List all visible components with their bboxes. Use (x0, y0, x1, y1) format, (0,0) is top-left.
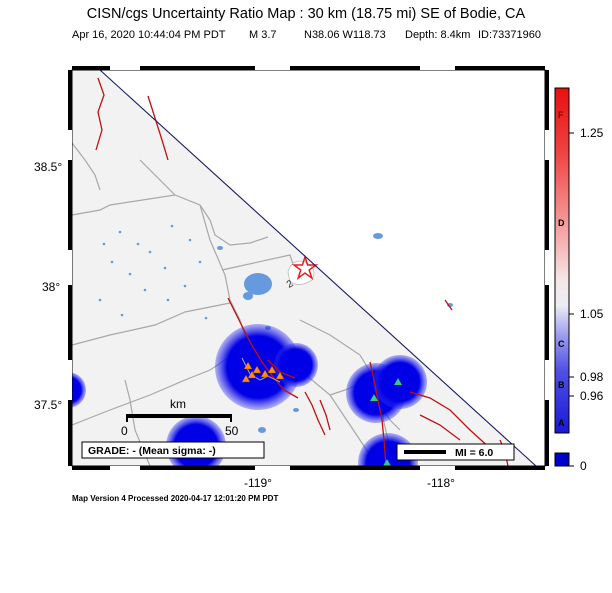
station-markers (241, 361, 402, 466)
colorbar-letter: A (558, 418, 565, 428)
scale-max-label: 50 (225, 424, 239, 438)
scale-bar-line (126, 414, 232, 418)
colorbar-letters: F D C B A (558, 110, 565, 428)
event-depth: Depth: 8.4km (405, 29, 471, 41)
colorbar-letter: C (558, 339, 565, 349)
lon-tick-labels: -119° -118° (244, 476, 455, 490)
colorbar-value: 0 (580, 459, 587, 473)
colorbar-gradient (554, 87, 570, 434)
faults (95, 77, 509, 466)
colorbar-ticks (569, 132, 574, 467)
mi-legend-line (404, 450, 446, 454)
colorbar-values: 1.25 1.05 0.98 0.96 0 (580, 126, 604, 473)
mi-legend-box: MI = 6.0 (396, 443, 515, 461)
lat-tick-labels: 38.5° 38° 37.5° (34, 160, 62, 412)
lat-tick-label: 38° (42, 280, 60, 294)
contour-region (287, 260, 315, 285)
colorbar-letter: F (558, 110, 564, 120)
map-area: 2 (72, 70, 545, 466)
mi-legend-text: MI = 6.0 (455, 447, 493, 459)
scale-bar: km 0 50 (121, 397, 239, 438)
epicenter-star (291, 254, 319, 280)
event-date: Apr 16, 2020 10:44:04 PM PDT (72, 29, 226, 41)
map-title: CISN/cgs Uncertainty Ratio Map : 30 km (… (86, 6, 526, 22)
event-id: ID:73371960 (478, 29, 541, 41)
lat-tick-label: 38.5° (34, 160, 62, 174)
colorbar-value: 0.98 (580, 370, 604, 384)
scale-unit: km (170, 397, 186, 411)
map-footer: Map Version 4 Processed 2020-04-17 12:01… (72, 494, 279, 503)
frame-tick-gaps (68, 66, 549, 470)
event-location: N38.06 W118.73 (304, 29, 386, 41)
colorbar-bottom-swatch (554, 452, 570, 467)
no-data-region (100, 70, 545, 466)
colorbar-letter: D (558, 218, 565, 228)
contour-label: 2 (285, 278, 296, 291)
colorbar-value: 0.96 (580, 389, 604, 403)
event-magnitude: M 3.7 (249, 29, 277, 41)
scale-min-label: 0 (121, 424, 128, 438)
lon-tick-label: -119° (244, 476, 272, 490)
lat-tick-label: 37.5° (34, 398, 62, 412)
colorbar: F D C B A 1.25 1.05 0.98 0.96 0 (554, 87, 604, 473)
grade-box: GRADE: - (Mean sigma: -) (81, 441, 265, 459)
lon-tick-label: -118° (427, 476, 455, 490)
grade-text: GRADE: - (Mean sigma: -) (88, 445, 216, 457)
data-boundary-line (99, 70, 537, 466)
colorbar-value: 1.25 (580, 126, 604, 140)
colorbar-letter: B (558, 380, 565, 390)
colorbar-value: 1.05 (580, 307, 604, 321)
